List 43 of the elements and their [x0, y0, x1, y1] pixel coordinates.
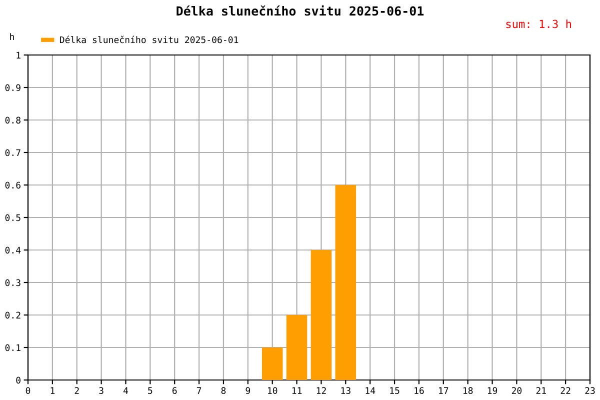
x-tick-label: 15: [390, 387, 400, 394]
y-tick-label: 0.1: [5, 344, 20, 352]
x-tick-label: 19: [488, 387, 498, 394]
y-tick-label: 0.4: [5, 246, 21, 254]
legend-label: Délka slunečního svitu 2025-06-01: [60, 36, 238, 44]
y-tick-label: 1: [16, 52, 20, 58]
chart-title: Délka slunečního svitu 2025-06-01: [176, 5, 424, 16]
x-tick-label: 11: [292, 387, 302, 394]
x-tick-label: 14: [366, 387, 376, 394]
x-tick-label: 3: [99, 387, 104, 394]
x-tick-label: 23: [585, 387, 595, 394]
y-tick-label: 0.6: [5, 182, 20, 189]
x-tick-label: 6: [172, 387, 177, 394]
x-tick-label: 16: [414, 387, 424, 394]
y-tick-label: 0.8: [5, 116, 20, 124]
x-tick-label: 4: [123, 387, 128, 394]
text: sum: 1.3 h: [506, 20, 572, 28]
x-tick-label: 12: [316, 387, 326, 394]
x-tick-label: 13: [341, 387, 350, 394]
bar: [262, 348, 283, 380]
x-tick-label: 1: [50, 387, 55, 394]
y-tick-label: 0.5: [5, 214, 20, 222]
x-tick-label: 2: [74, 387, 79, 394]
x-tick-label: 18: [463, 387, 473, 394]
x-tick-label: 0: [26, 387, 30, 394]
y-tick-label: 0.2: [5, 312, 20, 319]
x-tick-label: 21: [536, 387, 546, 394]
bar: [335, 185, 356, 380]
x-tick-label: 17: [439, 387, 448, 394]
bar: [310, 250, 332, 380]
x-tick-label: 22: [560, 387, 570, 394]
y-axis-title: h: [10, 33, 14, 40]
x-tick-label: 5: [148, 387, 152, 394]
y-tick-label: 0.9: [5, 84, 20, 92]
x-tick-label: 20: [512, 387, 522, 394]
x-tick-label: 9: [246, 387, 250, 394]
x-tick-label: 7: [196, 387, 202, 394]
bar: [286, 315, 308, 380]
y-tick-label: 0.7: [5, 149, 20, 156]
x-tick-label: 10: [268, 387, 278, 394]
x-tick-label: 8: [221, 387, 226, 394]
y-tick-label: 0: [16, 376, 20, 384]
y-tick-label: 0.3: [5, 279, 20, 286]
